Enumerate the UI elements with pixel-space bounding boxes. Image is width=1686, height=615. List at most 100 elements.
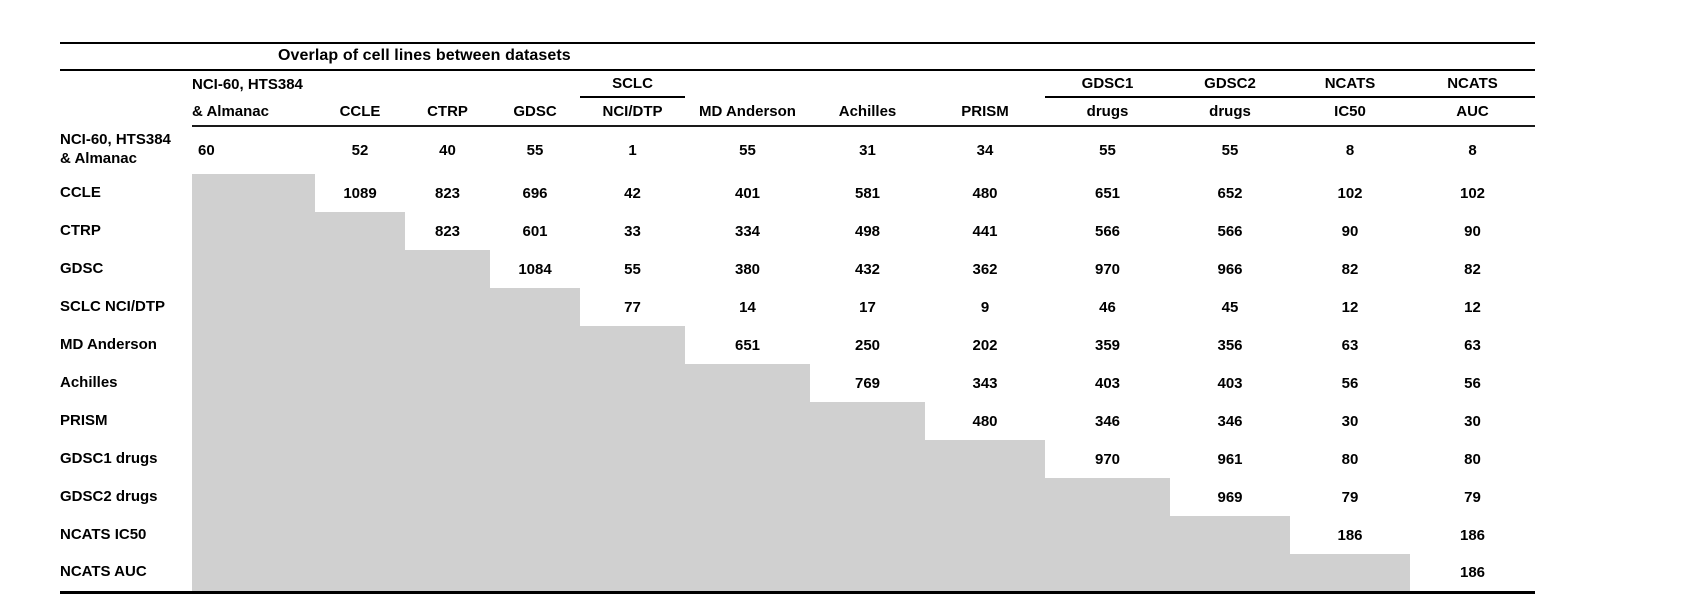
value-cell: 52 [351, 142, 369, 159]
shaded-cell [685, 402, 810, 440]
value-cell: 696 [522, 184, 548, 202]
shaded-cell [315, 288, 405, 326]
column-header-ncats-auc: AUC [1410, 97, 1535, 127]
value-cell: 480 [972, 184, 998, 202]
value-cell: 30 [1341, 412, 1359, 430]
value-cell: 401 [734, 184, 761, 202]
value-cell: 60 [198, 142, 215, 159]
shaded-cell [1045, 478, 1170, 516]
table-header: NCI-60, HTS384 SCLC GDSC1 GDSC2 NCATS NC… [60, 71, 1535, 127]
value-cell: 969 [1217, 488, 1243, 506]
value-cell: 79 [1464, 488, 1481, 506]
value-cell: 362 [972, 260, 998, 278]
value-cell: 80 [1341, 450, 1359, 468]
overlap-table: NCI-60, HTS384 SCLC GDSC1 GDSC2 NCATS NC… [60, 71, 1535, 594]
table-row: CCLE 1089 823 696 42 401 581 480 651 652 102 102 [60, 174, 1535, 212]
value-cell: 55 [1099, 142, 1116, 159]
shaded-cell [405, 288, 490, 326]
shaded-cell [490, 554, 580, 592]
shaded-cell [192, 326, 315, 364]
shaded-cell [580, 516, 685, 554]
shaded-cell [192, 212, 315, 250]
value-cell: 56 [1341, 374, 1359, 392]
shaded-cell [685, 554, 810, 592]
row-label: NCATS AUC [60, 562, 147, 580]
shaded-cell [925, 478, 1045, 516]
table-row: GDSC2 drugs 969 79 79 [60, 478, 1535, 516]
value-cell: 186 [1459, 526, 1486, 544]
value-cell: 186 [1337, 526, 1363, 544]
column-header-gdsc1-drugs: drugs [1045, 97, 1170, 127]
column-header-ctrp-line1 [405, 71, 490, 97]
value-cell: 356 [1217, 336, 1243, 354]
value-cell: 30 [1464, 412, 1481, 430]
value-cell: 55 [739, 142, 756, 159]
table-row: CTRP 823 601 33 334 498 441 566 566 90 90 [60, 212, 1535, 250]
table-row: GDSC1 drugs 970 961 80 80 [60, 440, 1535, 478]
shaded-cell [315, 554, 405, 592]
shaded-cell [192, 516, 315, 554]
value-cell: 823 [434, 222, 461, 240]
row-label: CTRP [60, 221, 101, 239]
value-cell: 80 [1464, 450, 1481, 468]
shaded-cell [685, 478, 810, 516]
value-cell: 966 [1217, 260, 1243, 278]
value-cell: 14 [739, 298, 756, 316]
header-row-bottom: & Almanac CCLE CTRP GDSC NCI/DTP MD Ande… [60, 97, 1535, 127]
shaded-cell [192, 478, 315, 516]
value-cell: 77 [624, 298, 641, 316]
row-label: NCATS IC50 [60, 525, 147, 543]
column-header-ccle: CCLE [315, 97, 405, 127]
row-label: GDSC1 drugs [60, 449, 158, 467]
column-header-sclc-line1: SCLC [580, 71, 685, 98]
value-cell: 8 [1345, 142, 1355, 159]
row-label: MD Anderson [60, 335, 157, 353]
value-cell: 186 [1459, 563, 1486, 581]
column-header-gdsc: GDSC [490, 97, 580, 127]
value-cell: 359 [1094, 336, 1121, 354]
table-title: Overlap of cell lines between datasets [60, 42, 1535, 71]
shaded-cell [315, 364, 405, 402]
column-header-nci60-line1: NCI-60, HTS384 [192, 75, 303, 93]
column-header-ncats-auc-line1: NCATS [1410, 71, 1535, 98]
shaded-cell [315, 212, 405, 250]
column-header-prism: PRISM [925, 97, 1045, 127]
column-header-gdsc-line1 [490, 71, 580, 97]
value-cell: 55 [1221, 142, 1239, 159]
value-cell: 346 [1094, 412, 1121, 430]
shaded-cell [192, 174, 315, 212]
column-header-mdanderson: MD Anderson [685, 97, 810, 127]
shaded-cell [490, 516, 580, 554]
value-cell: 480 [972, 412, 998, 430]
table-body: NCI-60, HTS384 & Almanac 60 52 40 55 1 55 31 34 55… [60, 126, 1535, 592]
value-cell: 498 [854, 222, 881, 240]
row-label: NCI-60, HTS384 & Almanac [60, 131, 171, 167]
value-cell: 970 [1094, 260, 1121, 278]
value-cell: 441 [972, 222, 998, 240]
shaded-cell [685, 364, 810, 402]
shaded-cell [192, 554, 315, 592]
value-cell: 12 [1464, 298, 1481, 316]
value-cell: 55 [526, 142, 544, 159]
value-cell: 9 [980, 298, 990, 316]
overlap-table-figure: Overlap of cell lines between datasets N… [60, 42, 1535, 594]
column-header-gdsc2-drugs: drugs [1170, 97, 1290, 127]
shaded-cell [580, 554, 685, 592]
table-row: PRISM 480 346 346 30 30 [60, 402, 1535, 440]
value-cell: 961 [1217, 450, 1243, 468]
header-row-top: NCI-60, HTS384 SCLC GDSC1 GDSC2 NCATS NC… [60, 71, 1535, 98]
value-cell: 12 [1341, 298, 1359, 316]
shaded-cell [315, 478, 405, 516]
shaded-cell [810, 440, 925, 478]
column-header-sclc-ncidtp: NCI/DTP [580, 97, 685, 127]
value-cell: 769 [854, 374, 881, 392]
shaded-cell [192, 288, 315, 326]
value-cell: 652 [1217, 184, 1243, 202]
shaded-cell [810, 478, 925, 516]
shaded-cell [490, 288, 580, 326]
column-header-ctrp: CTRP [405, 97, 490, 127]
column-header-ccle-line1 [315, 71, 405, 97]
value-cell: 601 [522, 222, 548, 240]
shaded-cell [1045, 516, 1170, 554]
column-header-prism-line1 [925, 71, 1045, 97]
